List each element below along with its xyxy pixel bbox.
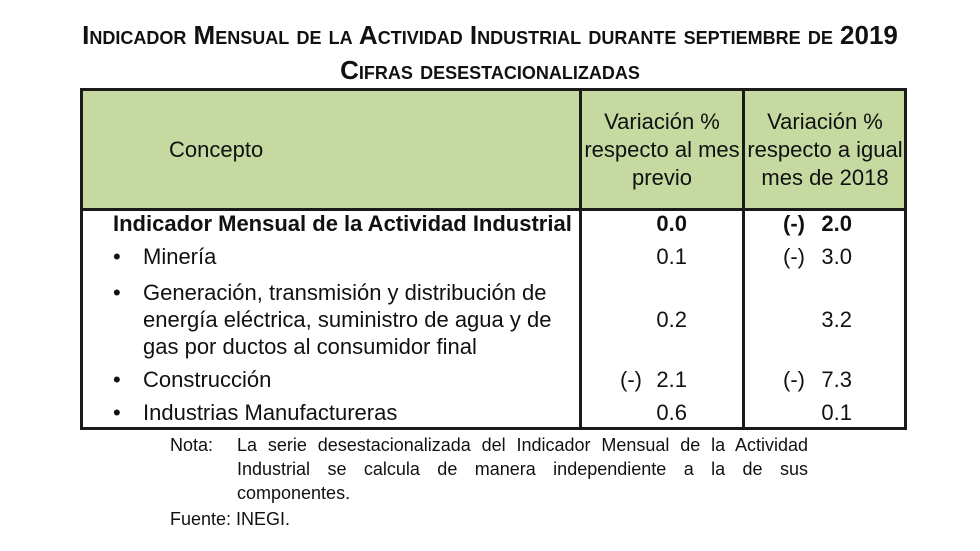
- note-label: Nota:: [170, 435, 214, 455]
- row-value-previo: 0.1: [656, 244, 687, 269]
- row-concepto: Minería: [143, 244, 217, 269]
- row-concepto: Generación, transmisión y distribución d…: [143, 280, 552, 359]
- source-text: Fuente: INEGI.: [170, 509, 291, 529]
- header-var-anual: Variación % respecto a igual mes de 2018: [747, 108, 903, 190]
- page-title: Indicador Mensual de la Actividad Indust…: [82, 20, 898, 50]
- bullet: •: [113, 280, 121, 305]
- row-value-anual: 0.1: [821, 400, 852, 425]
- row-concepto: Indicador Mensual de la Actividad Indust…: [113, 211, 572, 236]
- row-neg1: (-): [620, 367, 642, 392]
- row-value-previo: 0.0: [656, 211, 687, 236]
- header-concepto: Concepto: [169, 136, 264, 162]
- column-divider: [742, 91, 745, 427]
- row-neg2: (-): [783, 211, 805, 236]
- bullet: •: [113, 244, 121, 269]
- data-table: Concepto Variación % respecto al mes pre…: [80, 88, 907, 430]
- row-concepto: Industrias Manufactureras: [143, 400, 398, 425]
- row-neg2: (-): [783, 367, 805, 392]
- row-value-previo: 2.1: [656, 367, 687, 392]
- row-concepto: Construcción: [143, 367, 272, 392]
- bullet: •: [113, 367, 121, 392]
- row-value-anual: 3.2: [821, 307, 852, 332]
- note-text: La serie desestacionalizada del Indicado…: [237, 435, 808, 503]
- row-neg2: (-): [783, 244, 805, 269]
- bullet: •: [113, 400, 121, 425]
- row-value-anual: 7.3: [821, 367, 852, 392]
- row-value-previo: 0.6: [656, 400, 687, 425]
- row-value-previo: 0.2: [656, 307, 687, 332]
- column-divider: [579, 91, 582, 427]
- table-header: Concepto Variación % respecto al mes pre…: [83, 91, 904, 211]
- page-subtitle: Cifras desestacionalizadas: [340, 55, 640, 85]
- row-value-anual: 3.0: [821, 244, 852, 269]
- header-var-previo: Variación % respecto al mes previo: [584, 108, 740, 190]
- row-value-anual: 2.0: [821, 211, 852, 236]
